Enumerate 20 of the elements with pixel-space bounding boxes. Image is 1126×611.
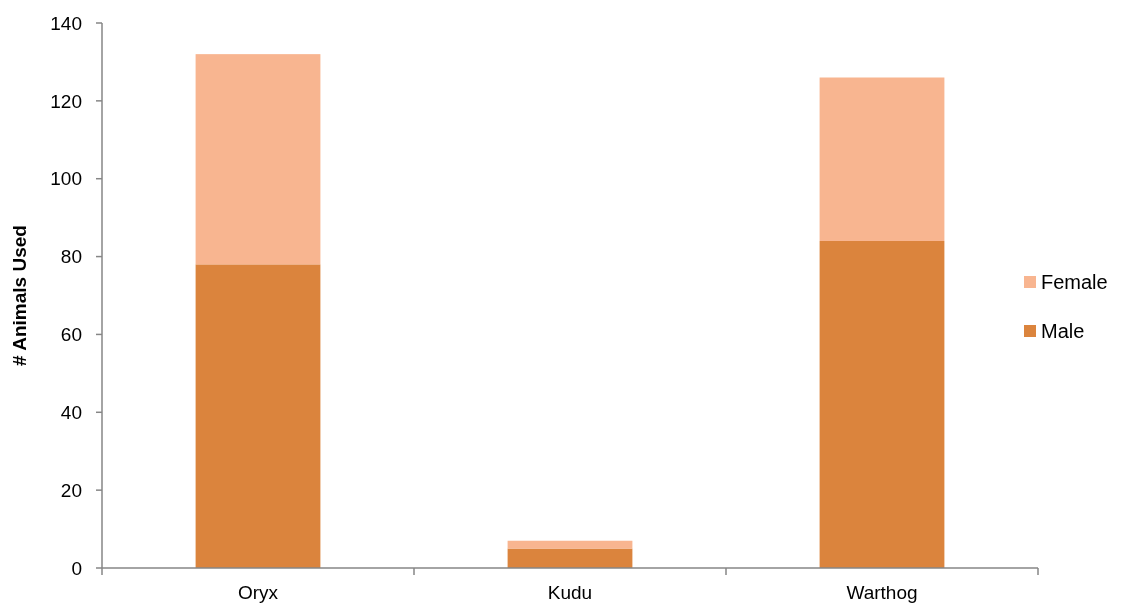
bar <box>195 264 321 568</box>
y-tick-label: 40 <box>60 401 82 423</box>
legend-label: Female <box>1041 271 1108 293</box>
bar <box>819 241 945 568</box>
y-axis-title: # Animals Used <box>9 225 30 366</box>
y-tick-label: 80 <box>60 246 82 268</box>
bar <box>819 77 945 241</box>
x-tick-label: Kudu <box>547 582 593 603</box>
bar <box>507 548 633 568</box>
y-tick-label: 20 <box>60 479 82 501</box>
bar <box>507 540 633 549</box>
x-tick-label: Warthog <box>846 582 918 603</box>
y-tick-label: 120 <box>50 90 82 112</box>
y-tick-label: 140 <box>50 12 82 34</box>
y-tick-label: 0 <box>71 557 82 579</box>
bar <box>195 54 321 265</box>
y-tick-label: 100 <box>50 168 82 190</box>
legend-label: Male <box>1041 320 1085 342</box>
y-tick-label: 60 <box>60 324 82 346</box>
x-tick-label: Oryx <box>237 582 279 603</box>
